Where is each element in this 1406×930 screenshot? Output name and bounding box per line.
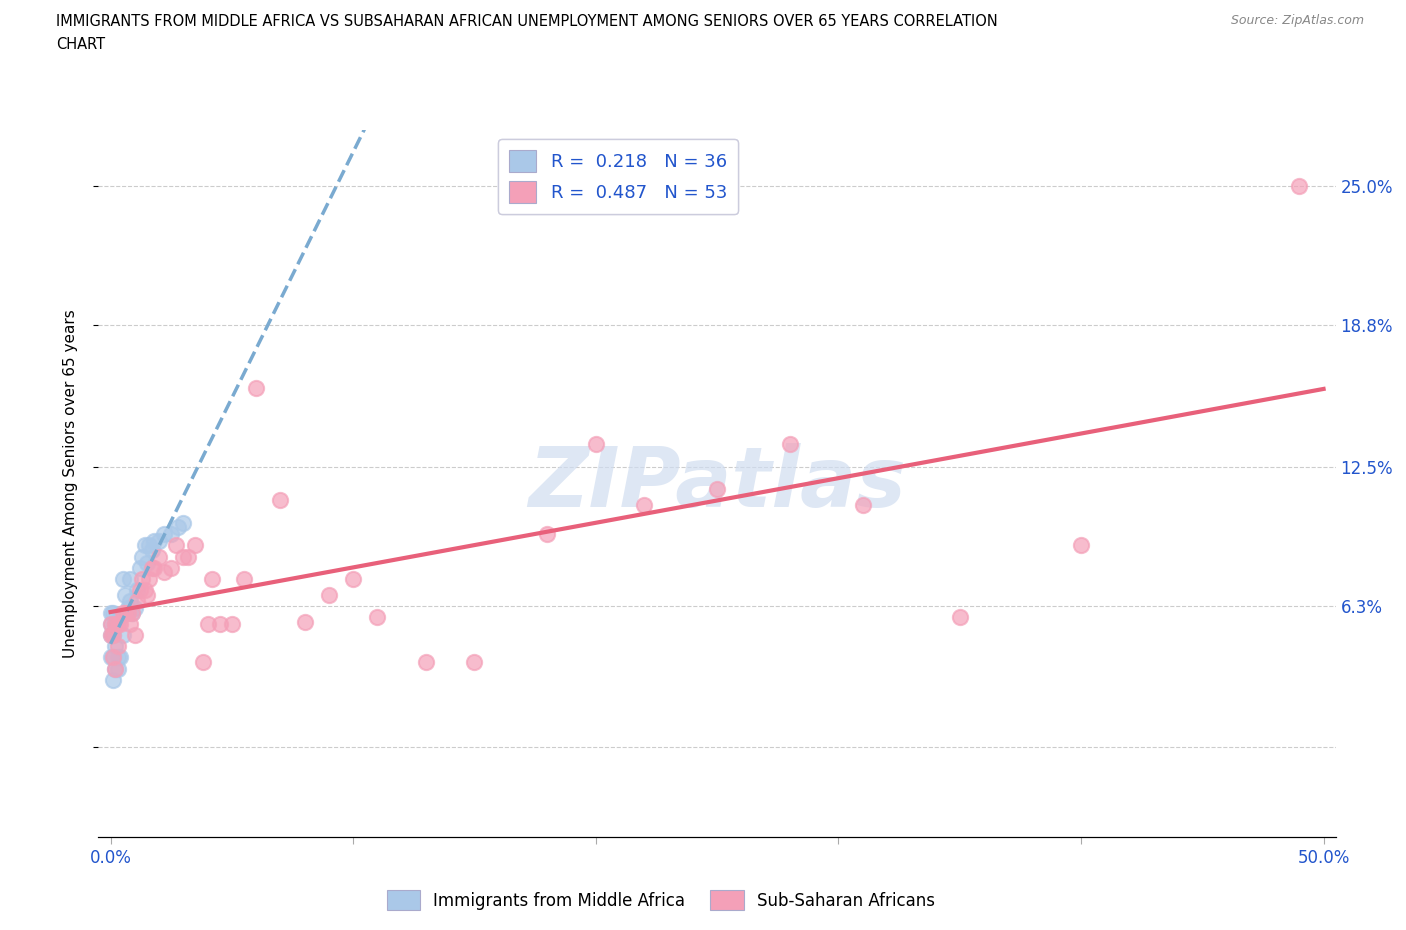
- Legend: Immigrants from Middle Africa, Sub-Saharan Africans: Immigrants from Middle Africa, Sub-Sahar…: [380, 884, 942, 917]
- Point: [107, 617, 129, 631]
- Point: [153, 526, 176, 541]
- Point: [233, 572, 256, 587]
- Point: [101, 650, 124, 665]
- Text: Source: ZipAtlas.com: Source: ZipAtlas.com: [1230, 14, 1364, 27]
- Point: [208, 617, 231, 631]
- Point: [101, 672, 124, 687]
- Point: [100, 628, 122, 643]
- Point: [110, 617, 132, 631]
- Point: [117, 601, 139, 616]
- Point: [118, 572, 141, 587]
- Point: [294, 614, 316, 629]
- Point: [141, 560, 163, 575]
- Point: [111, 628, 134, 643]
- Point: [107, 650, 129, 665]
- Point: [101, 628, 124, 643]
- Point: [100, 617, 122, 631]
- Point: [172, 549, 194, 564]
- Point: [852, 498, 875, 512]
- Point: [107, 639, 129, 654]
- Point: [143, 534, 166, 549]
- Point: [191, 655, 214, 670]
- Point: [136, 587, 159, 602]
- Point: [536, 526, 558, 541]
- Point: [143, 560, 166, 575]
- Point: [107, 661, 129, 676]
- Point: [127, 594, 149, 609]
- Point: [114, 587, 136, 602]
- Point: [128, 560, 150, 575]
- Point: [127, 583, 149, 598]
- Point: [104, 617, 127, 631]
- Point: [134, 583, 156, 598]
- Point: [118, 617, 141, 631]
- Point: [197, 617, 219, 631]
- Point: [1070, 538, 1092, 552]
- Point: [101, 628, 124, 643]
- Point: [104, 639, 127, 654]
- Point: [1288, 179, 1310, 193]
- Point: [172, 515, 194, 530]
- Point: [136, 556, 159, 571]
- Point: [779, 437, 801, 452]
- Point: [148, 549, 170, 564]
- Point: [949, 610, 972, 625]
- Point: [100, 617, 122, 631]
- Point: [153, 565, 176, 579]
- Point: [110, 650, 132, 665]
- Point: [118, 594, 141, 609]
- Point: [221, 617, 243, 631]
- Point: [121, 605, 143, 620]
- Point: [366, 610, 388, 625]
- Y-axis label: Unemployment Among Seniors over 65 years: Unemployment Among Seniors over 65 years: [63, 310, 77, 658]
- Point: [165, 538, 187, 552]
- Point: [585, 437, 607, 452]
- Point: [111, 605, 134, 620]
- Point: [114, 605, 136, 620]
- Point: [128, 583, 150, 598]
- Point: [201, 572, 224, 587]
- Point: [148, 534, 170, 549]
- Point: [110, 610, 132, 625]
- Text: CHART: CHART: [56, 37, 105, 52]
- Point: [100, 605, 122, 620]
- Point: [160, 526, 183, 541]
- Point: [415, 655, 437, 670]
- Point: [342, 572, 364, 587]
- Point: [121, 605, 143, 620]
- Point: [131, 549, 153, 564]
- Point: [177, 549, 200, 564]
- Point: [167, 520, 190, 535]
- Point: [104, 617, 127, 631]
- Point: [138, 538, 160, 552]
- Point: [100, 650, 122, 665]
- Point: [134, 538, 156, 552]
- Point: [141, 542, 163, 557]
- Point: [124, 628, 146, 643]
- Point: [101, 650, 124, 665]
- Point: [633, 498, 655, 512]
- Point: [706, 482, 728, 497]
- Point: [124, 601, 146, 616]
- Point: [269, 493, 291, 508]
- Point: [104, 661, 127, 676]
- Point: [104, 661, 127, 676]
- Point: [111, 572, 134, 587]
- Text: IMMIGRANTS FROM MIDDLE AFRICA VS SUBSAHARAN AFRICAN UNEMPLOYMENT AMONG SENIORS O: IMMIGRANTS FROM MIDDLE AFRICA VS SUBSAHA…: [56, 14, 998, 29]
- Point: [101, 605, 124, 620]
- Point: [100, 628, 122, 643]
- Point: [138, 572, 160, 587]
- Point: [245, 380, 267, 395]
- Point: [160, 560, 183, 575]
- Point: [318, 587, 340, 602]
- Point: [463, 655, 485, 670]
- Point: [184, 538, 207, 552]
- Text: ZIPatlas: ZIPatlas: [529, 443, 905, 525]
- Point: [131, 572, 153, 587]
- Legend: R =  0.218   N = 36, R =  0.487   N = 53: R = 0.218 N = 36, R = 0.487 N = 53: [498, 140, 738, 214]
- Point: [117, 605, 139, 620]
